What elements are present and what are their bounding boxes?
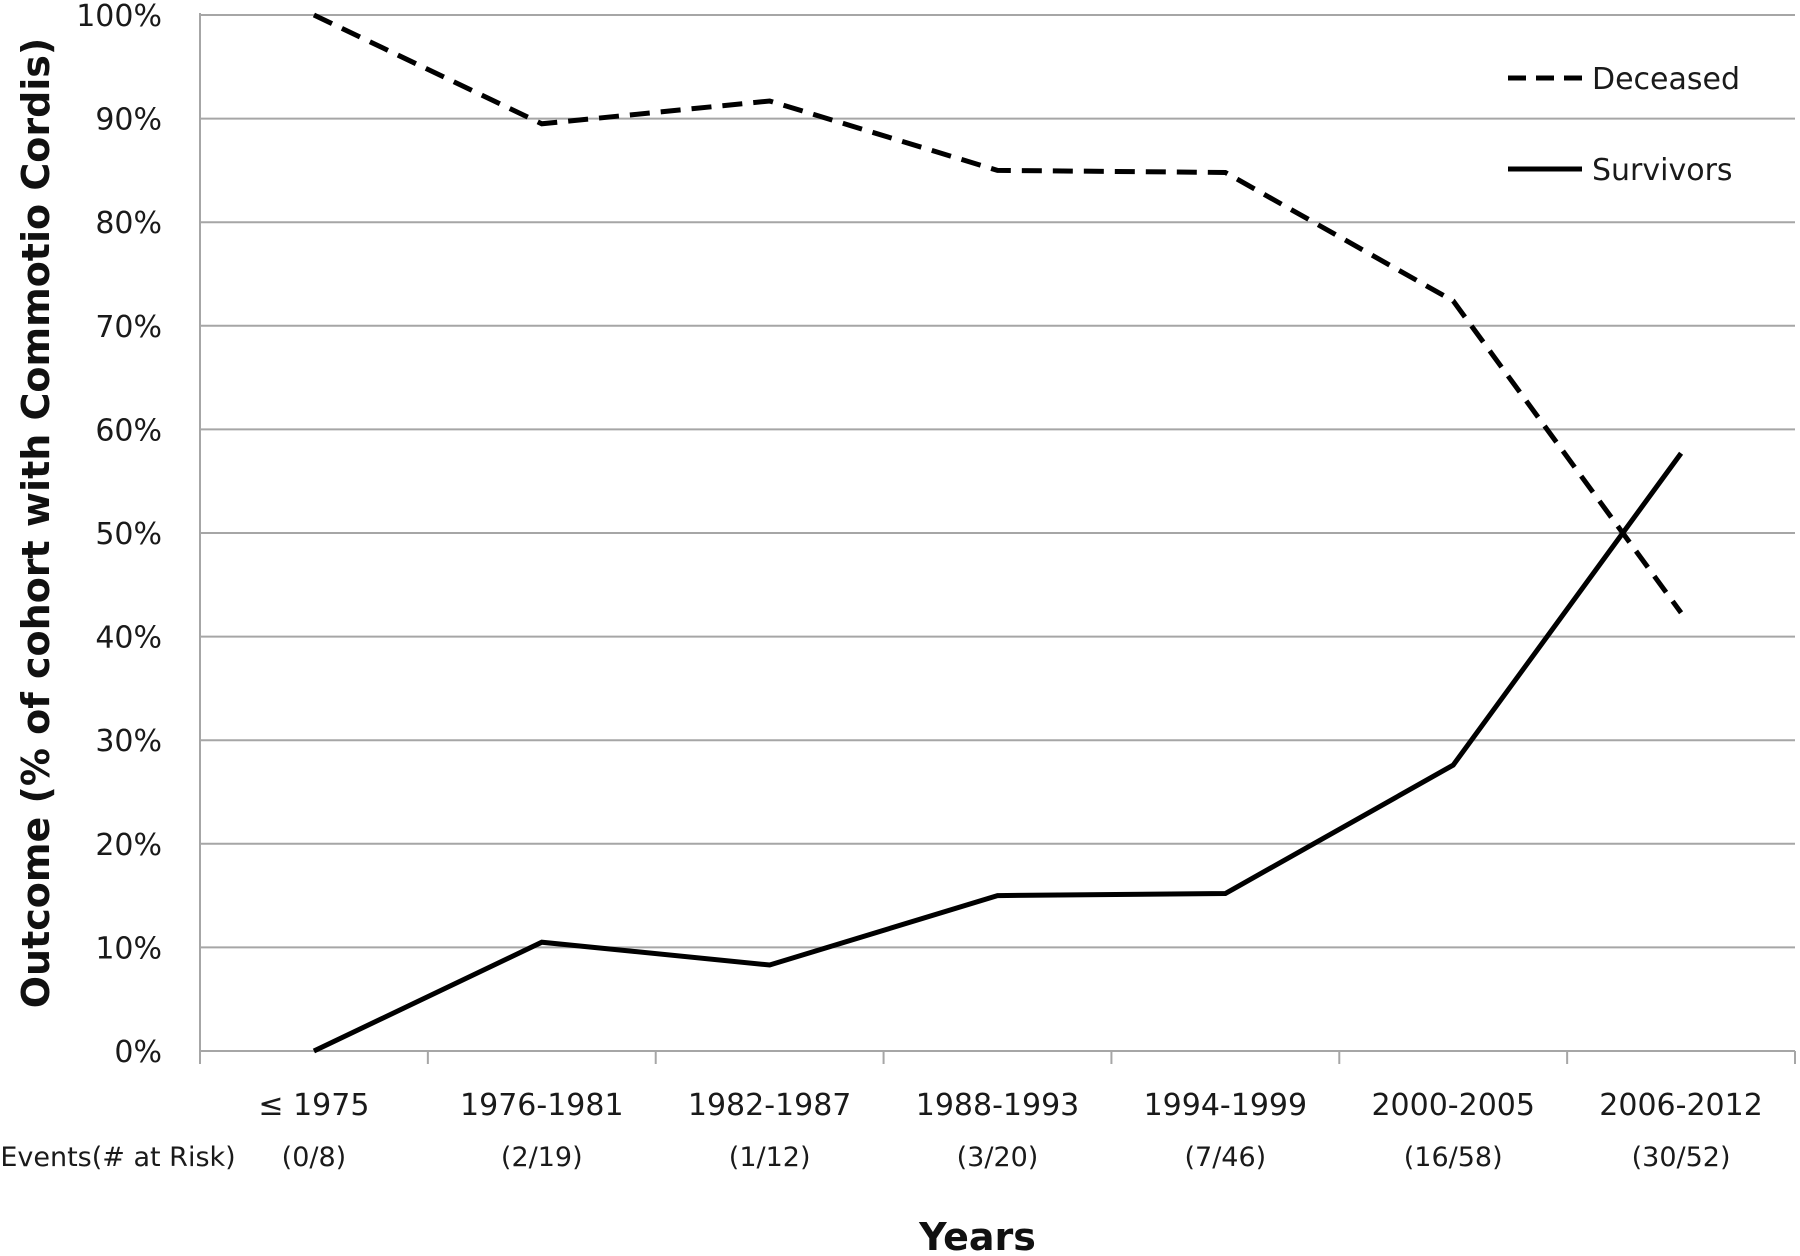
y-tick-label: 80% bbox=[95, 206, 162, 241]
gridlines bbox=[200, 14, 1795, 949]
x-tick-labels: ≤ 1975 1976-1981 1982-1987 1988-1993 1994-19… bbox=[258, 1088, 1762, 1123]
legend-label-survivors: Survivors bbox=[1592, 153, 1733, 188]
y-tick-label: 90% bbox=[95, 103, 162, 138]
events-at-risk-row: Events(# at Risk) (0/8) (2/19) (1/12) (3/20… bbox=[0, 1142, 1730, 1173]
events-at-risk-label: Events(# at Risk) bbox=[0, 1142, 235, 1173]
legend: Deceased Survivors bbox=[1508, 62, 1740, 188]
events-at-risk-value: (0/8) bbox=[282, 1142, 347, 1173]
x-tick-label: 1994-1999 bbox=[1144, 1088, 1308, 1123]
x-tick-label: 1976-1981 bbox=[460, 1088, 624, 1123]
events-at-risk-value: (16/58) bbox=[1404, 1142, 1503, 1173]
events-at-risk-value: (7/46) bbox=[1185, 1142, 1267, 1173]
y-tick-label: 70% bbox=[95, 310, 162, 345]
axes bbox=[199, 13, 1796, 1064]
series-line-deceased bbox=[312, 12, 1684, 615]
y-tick-label: 40% bbox=[95, 621, 162, 656]
y-tick-label: 10% bbox=[95, 931, 162, 966]
x-axis-title: Years bbox=[918, 1215, 1036, 1256]
y-tick-label: 50% bbox=[95, 517, 162, 552]
x-tick-label: 2000-2005 bbox=[1371, 1088, 1535, 1123]
events-at-risk-value: (1/12) bbox=[729, 1142, 811, 1173]
legend-label-deceased: Deceased bbox=[1592, 62, 1740, 97]
x-tick-label: 1982-1987 bbox=[688, 1088, 852, 1123]
events-at-risk-value: (2/19) bbox=[501, 1142, 583, 1173]
events-at-risk-value: (30/52) bbox=[1632, 1142, 1731, 1173]
y-tick-label: 100% bbox=[76, 0, 162, 34]
x-tick-label: ≤ 1975 bbox=[258, 1088, 369, 1123]
events-at-risk-value: (3/20) bbox=[957, 1142, 1039, 1173]
series-line-survivors bbox=[312, 451, 1684, 1054]
y-tick-label: 20% bbox=[95, 828, 162, 863]
y-tick-label: 0% bbox=[114, 1035, 162, 1070]
x-tick-label: 2006-2012 bbox=[1599, 1088, 1763, 1123]
series-lines bbox=[312, 12, 1684, 1054]
y-tick-label: 60% bbox=[95, 413, 162, 448]
y-tick-labels: 0% 10% 20% 30% 40% 50% 60% 70% 80% 90% 100% bbox=[76, 0, 162, 1070]
x-tick-label: 1988-1993 bbox=[916, 1088, 1080, 1123]
y-tick-label: 30% bbox=[95, 724, 162, 759]
y-axis-title: Outcome (% of cohort with Commotio Cordi… bbox=[14, 38, 58, 1009]
